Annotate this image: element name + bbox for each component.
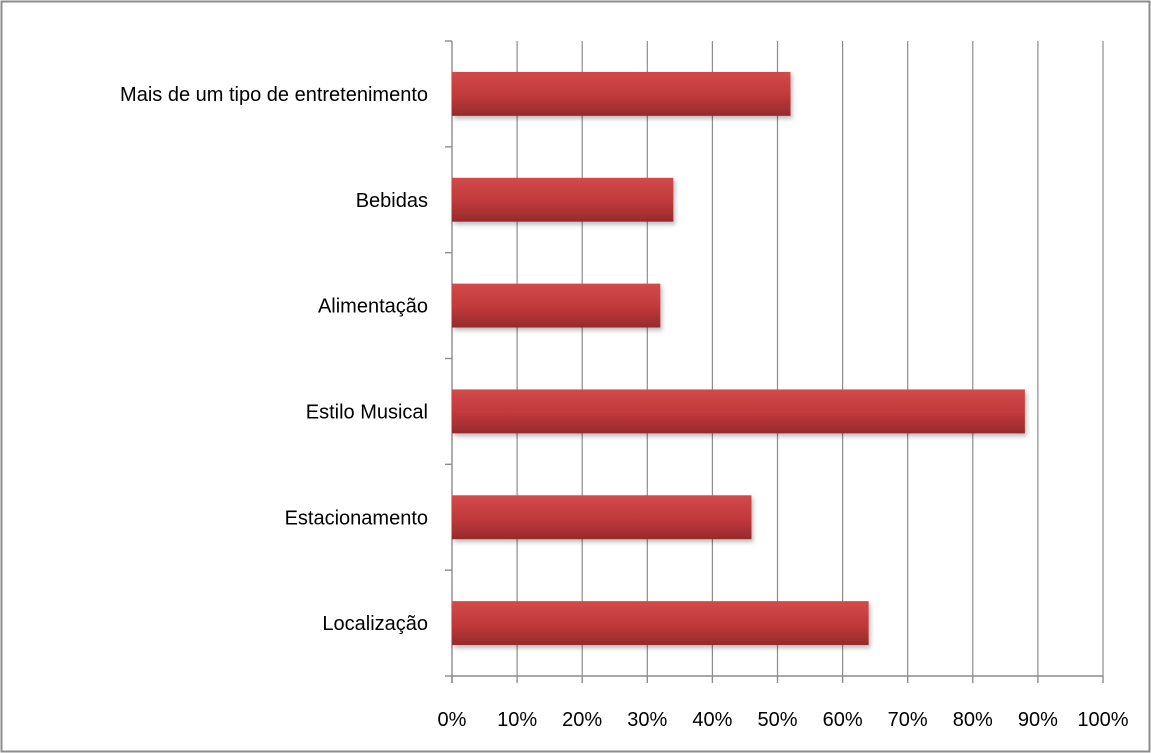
x-tick-label-0: 0% <box>438 709 467 731</box>
x-tick-label-90: 90% <box>1018 709 1058 731</box>
x-tick-label-40: 40% <box>692 709 732 731</box>
x-tick-label-60: 60% <box>823 709 863 731</box>
bar-0 <box>452 71 791 116</box>
x-tick-label-20: 20% <box>562 709 602 731</box>
axes <box>445 40 1104 683</box>
x-tick-label-10: 10% <box>497 709 537 731</box>
category-labels: Mais de um tipo de entretenimento Bebidas… <box>120 84 428 635</box>
bar-5 <box>452 601 869 646</box>
x-tick-label-50: 50% <box>757 709 797 731</box>
category-label-1: Bebidas <box>356 190 428 212</box>
bar-1 <box>452 177 674 222</box>
bar-4 <box>452 495 752 540</box>
x-tick-label-80: 80% <box>953 709 993 731</box>
x-tick-labels: 0% 10% 20% 30% 40% 50% 60% 70% 80% 90% 100% <box>438 709 1129 731</box>
gridlines <box>516 41 1104 676</box>
x-tick-label-100: 100% <box>1077 709 1128 731</box>
category-label-3: Estilo Musical <box>306 401 428 423</box>
bar-3 <box>452 389 1025 434</box>
x-tick-label-70: 70% <box>888 709 928 731</box>
category-label-0: Mais de um tipo de entretenimento <box>120 84 428 106</box>
bar-2 <box>452 283 661 328</box>
x-tick-label-30: 30% <box>627 709 667 731</box>
category-label-5: Localização <box>322 613 428 635</box>
bars <box>452 71 1025 646</box>
category-label-4: Estacionamento <box>285 507 428 529</box>
category-label-2: Alimentação <box>318 296 428 318</box>
